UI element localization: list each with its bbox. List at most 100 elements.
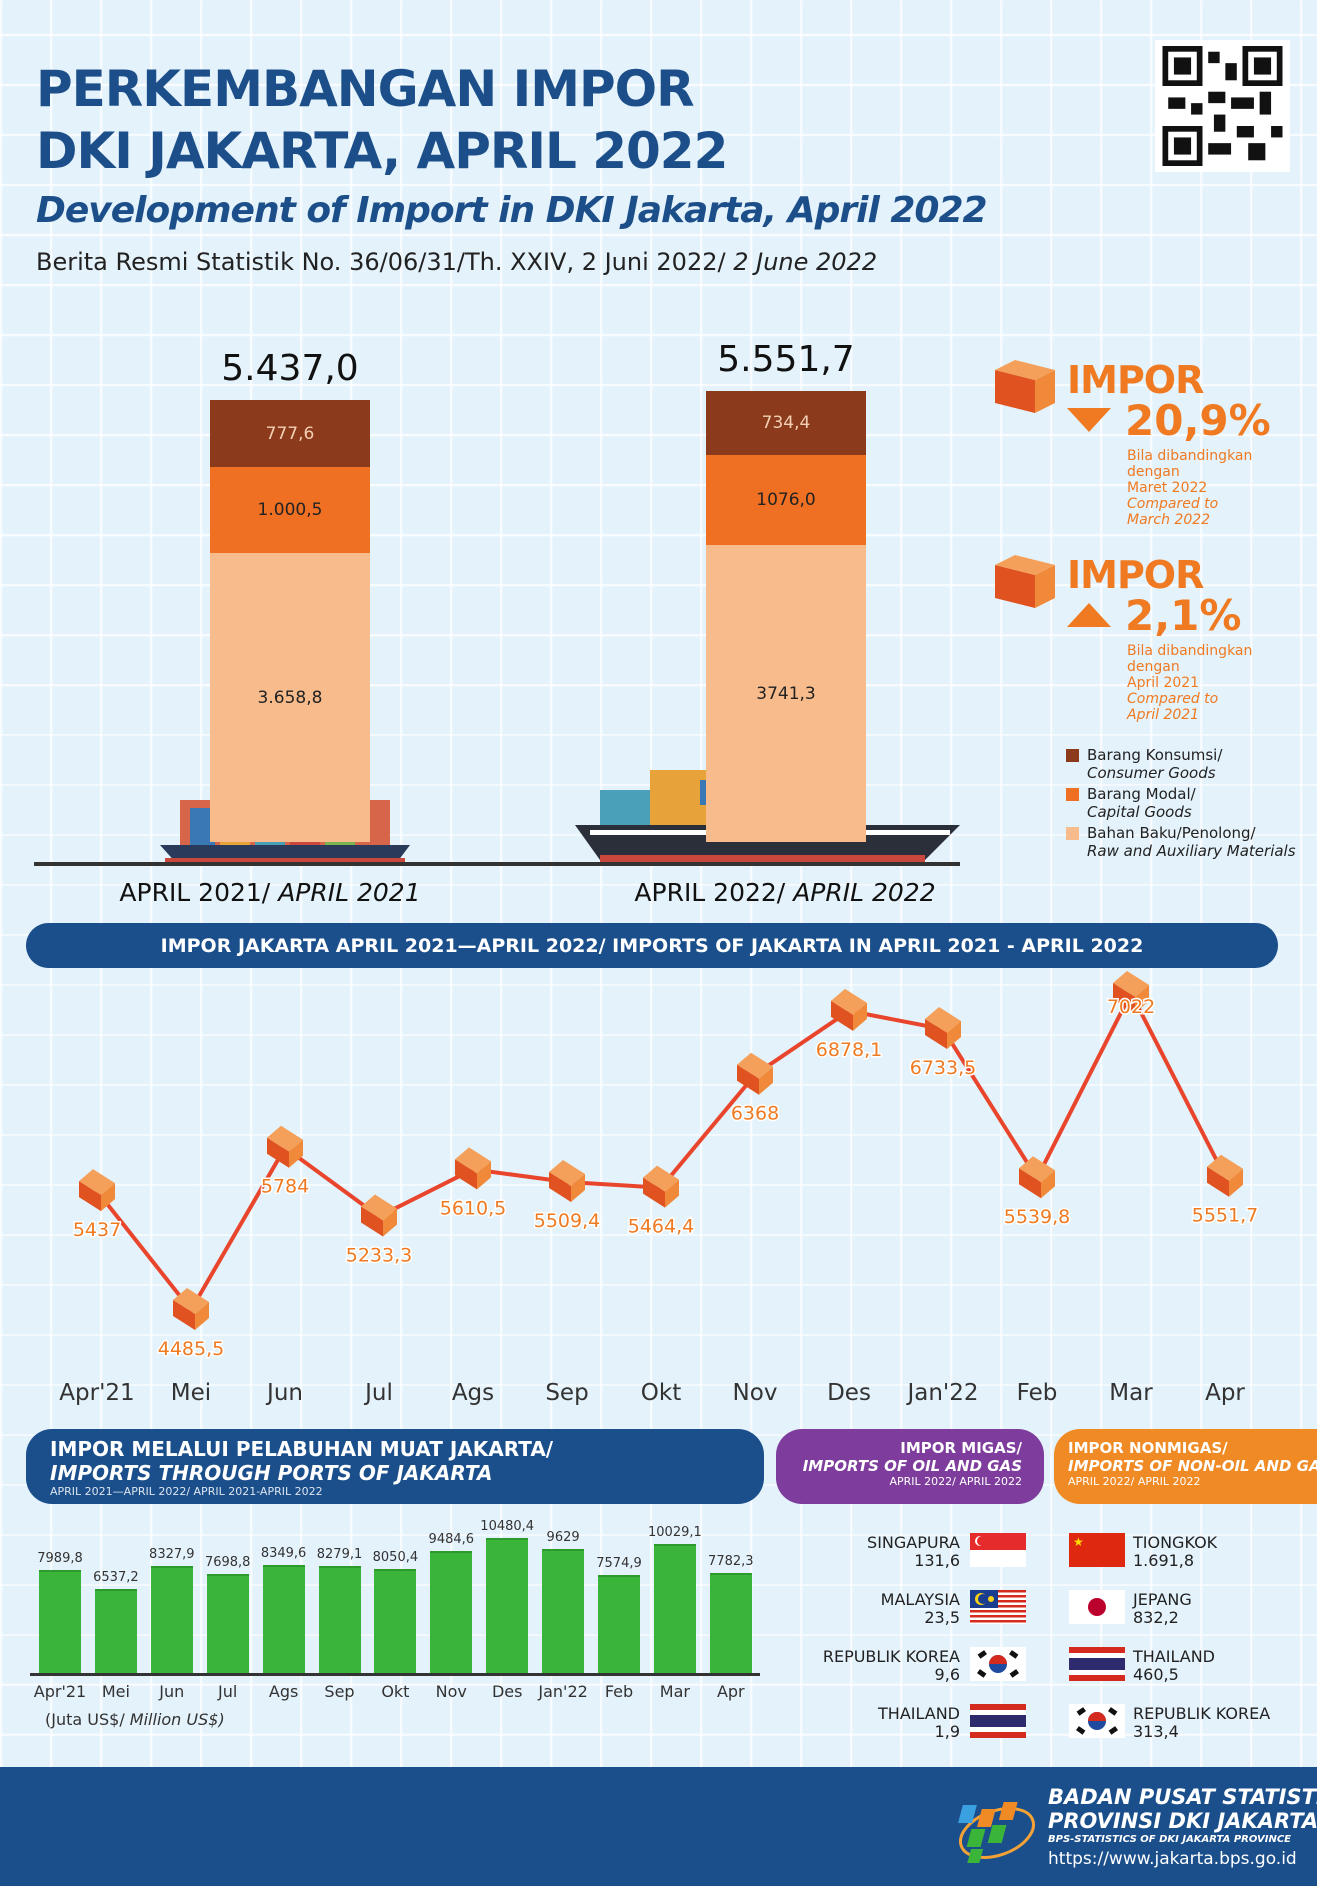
data-point xyxy=(549,1160,585,1203)
bar xyxy=(486,1537,529,1673)
x-tick-label: Jun xyxy=(265,1380,303,1406)
total-value: 5.437,0 xyxy=(221,348,359,389)
bar-x-label: Jun xyxy=(159,1682,185,1701)
series-line xyxy=(95,988,1227,1314)
legend-item: Barang Konsumsi/Consumer Goods xyxy=(1087,746,1222,782)
nonmigas-banner: IMPOR NONMIGAS/ IMPORTS OF NON-OIL AND G… xyxy=(1054,1429,1317,1504)
nonmigas-country: REPUBLIK KOREA xyxy=(1133,1704,1271,1723)
bar-x-label: Feb xyxy=(604,1682,634,1701)
ports-banner: IMPOR MELALUI PELABUHAN MUAT JAKARTA/ IM… xyxy=(26,1429,764,1504)
x-tick-label: Sep xyxy=(545,1380,588,1406)
bar-unit: (Juta US$/ Million US$) xyxy=(45,1710,225,1729)
data-point xyxy=(1019,1156,1055,1199)
note-l2: dengan xyxy=(1127,659,1180,675)
qr-code[interactable] xyxy=(1155,40,1290,172)
bar xyxy=(94,1588,137,1673)
segment-capital: 1.000,5 xyxy=(210,467,370,553)
data-point xyxy=(267,1125,303,1168)
data-label: 5464,4 xyxy=(628,1216,694,1238)
bar-x-label: Okt xyxy=(381,1682,410,1701)
nonmigas-country: THAILAND xyxy=(1133,1647,1215,1666)
x-tick-label: Des xyxy=(827,1380,871,1406)
ports-banner-period: APRIL 2021—APRIL 2022/ APRIL 2021-APRIL … xyxy=(50,1485,323,1498)
arrow-down-icon xyxy=(1067,408,1111,432)
note-en2: April 2021 xyxy=(1127,707,1200,723)
migas-country: MALAYSIA xyxy=(880,1590,960,1609)
container-icon xyxy=(995,553,1055,608)
migas-value: 9,6 xyxy=(934,1665,960,1684)
nonmigas-country: JEPANG xyxy=(1133,1590,1192,1609)
flag-cn-icon: ★ xyxy=(1069,1533,1125,1571)
legend-label: Barang Modal/ xyxy=(1087,785,1196,803)
bps-logo-icon xyxy=(958,1802,1035,1863)
flag-sg-icon xyxy=(970,1533,1026,1571)
data-label: 4485,5 xyxy=(158,1338,224,1360)
nonmigas-value: 832,2 xyxy=(1133,1608,1179,1627)
bar xyxy=(374,1569,417,1673)
bar xyxy=(598,1575,640,1673)
migas-period: APRIL 2022/ APRIL 2022 xyxy=(889,1475,1022,1488)
note-en1: Compared to xyxy=(1127,691,1219,707)
bar-value-label: 9629 xyxy=(546,1529,580,1545)
x-tick-label: Apr'21 xyxy=(59,1380,134,1406)
flag-kr-icon xyxy=(1069,1704,1125,1742)
bar-value-label: 10029,1 xyxy=(648,1524,702,1540)
bar-value-label: 9484,6 xyxy=(428,1531,475,1547)
line-chart: 5437 Apr'21 4485,5 Mei 5784 Jun 5233,3 Jul 5610,… xyxy=(59,970,1260,1406)
data-label: 5539,8 xyxy=(1004,1206,1070,1228)
x-tick-label: Apr xyxy=(1205,1380,1245,1406)
x-tick-label: Okt xyxy=(641,1380,681,1406)
bar-value-label: 7989,8 xyxy=(37,1550,83,1566)
data-label: 6368 xyxy=(731,1103,779,1125)
footer: BADAN PUSAT STATISTIK PROVINSI DKI JAKAR… xyxy=(0,1767,1317,1886)
ports-banner-title-en: IMPORTS THROUGH PORTS OF JAKARTA xyxy=(50,1461,493,1485)
legend-label-en: Consumer Goods xyxy=(1087,764,1216,782)
data-label: 6733,5 xyxy=(910,1057,976,1079)
segment-capital: 1076,0 xyxy=(706,455,866,545)
change-note: Bila dibandingkan dengan Maret 2022 Compare… xyxy=(1127,448,1252,528)
bar-x-label: Ags xyxy=(268,1682,299,1701)
org-name: BADAN PUSAT STATISTIK xyxy=(1048,1785,1317,1809)
data-label: 5784 xyxy=(261,1176,309,1198)
bar xyxy=(318,1566,361,1673)
bar-value-label: 10480,4 xyxy=(480,1518,535,1534)
flag-th-icon xyxy=(970,1704,1026,1742)
nonmigas-value: 1.691,8 xyxy=(1133,1551,1195,1570)
legend-label-en: Raw and Auxiliary Materials xyxy=(1087,842,1296,860)
bar xyxy=(653,1543,696,1673)
stacked-bar: 777,6 1.000,5 3.658,8 xyxy=(210,400,370,842)
note-en2: March 2022 xyxy=(1127,512,1211,528)
bar xyxy=(150,1565,193,1673)
segment-consumer: 777,6 xyxy=(210,400,370,467)
data-label: 5509,4 xyxy=(534,1210,600,1232)
website-link[interactable]: https://www.jakarta.bps.go.id xyxy=(1048,1849,1297,1869)
migas-title: IMPOR MIGAS/ xyxy=(900,1439,1022,1457)
note-l2: dengan xyxy=(1127,464,1180,480)
data-point xyxy=(643,1165,679,1208)
bar xyxy=(430,1550,473,1673)
flag-my-icon xyxy=(970,1590,1026,1628)
legend-swatch xyxy=(1066,788,1079,801)
data-point xyxy=(79,1169,115,1212)
note-l3: April 2021 xyxy=(1127,675,1200,691)
bar-x-label: Jul xyxy=(218,1682,238,1701)
release-info: Berita Resmi Statistik No. 36/06/31/Th. … xyxy=(36,248,877,276)
stacked-bar: 734,4 1076,0 3741,3 xyxy=(706,391,866,842)
release-date-en: 2 June 2022 xyxy=(733,248,878,276)
title-line2: DKI JAKARTA, APRIL 2022 xyxy=(36,122,728,180)
nonmigas-title-en: IMPORTS OF NON-OIL AND GAS xyxy=(1068,1457,1317,1475)
line-chart-banner: IMPOR JAKARTA APRIL 2021—APRIL 2022/ IMP… xyxy=(26,923,1278,968)
bar-value-label: 7574,9 xyxy=(596,1556,642,1572)
ports-banner-title: IMPOR MELALUI PELABUHAN MUAT JAKARTA/ xyxy=(50,1437,554,1461)
svg-text:★: ★ xyxy=(1073,1535,1084,1549)
data-label: 5551,7 xyxy=(1192,1205,1258,1227)
legend-label: Barang Konsumsi/ xyxy=(1087,746,1223,764)
segment-raw: 3.658,8 xyxy=(210,553,370,842)
segment-consumer: 734,4 xyxy=(706,391,866,455)
nonmigas-value: 313,4 xyxy=(1133,1722,1179,1741)
data-label: 5437 xyxy=(73,1219,121,1241)
nonmigas-value: 460,5 xyxy=(1133,1665,1179,1684)
flag-th-icon xyxy=(1069,1647,1125,1685)
change-percent: 2,1% xyxy=(1125,591,1242,640)
data-point xyxy=(455,1147,491,1190)
